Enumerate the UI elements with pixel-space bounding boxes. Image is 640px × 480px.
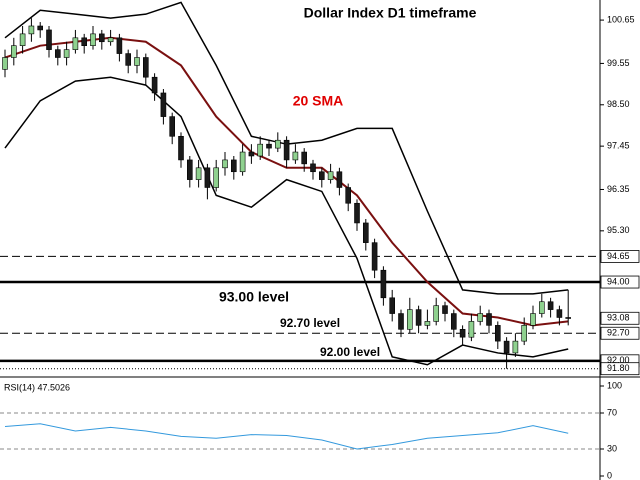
- level-value-label: 91.80: [607, 363, 630, 373]
- level-value-label: 93.08: [607, 313, 630, 323]
- candle-body: [63, 49, 70, 58]
- indicator-line: [4, 36, 569, 327]
- indicator-line: [4, 76, 569, 366]
- candle-body: [354, 202, 360, 224]
- candle-body: [160, 92, 167, 117]
- candle-body: [213, 167, 219, 188]
- candle-body: [424, 321, 431, 326]
- candle-body: [310, 163, 316, 173]
- candle-body: [222, 159, 228, 169]
- level-label-box: [600, 326, 640, 340]
- candle-body: [187, 159, 193, 180]
- rsi-title: RSI(14) 47.5026: [4, 382, 70, 392]
- y-tick-label: 95.30: [607, 225, 630, 235]
- candle-body: [19, 33, 26, 46]
- chart-title: Dollar Index D1 timeframe: [304, 5, 477, 21]
- candle-body: [433, 305, 440, 322]
- candle-body: [406, 309, 413, 330]
- candle-body: [521, 325, 528, 342]
- candle-body: [477, 313, 484, 322]
- candle-body: [46, 29, 52, 50]
- y-tick-label: 99.55: [607, 58, 630, 68]
- candle-body: [415, 309, 422, 326]
- level-value-label: 94.65: [607, 251, 630, 261]
- candle-body: [169, 116, 175, 137]
- candle-body: [37, 25, 44, 31]
- level-label-box: [600, 275, 640, 289]
- candle-body: [231, 159, 237, 173]
- candle-body: [450, 313, 457, 330]
- y-tick-label: 0: [607, 470, 612, 480]
- candle-body: [530, 313, 536, 326]
- candle-body: [151, 76, 158, 94]
- y-tick-label: 100.65: [607, 14, 635, 24]
- candle-body: [90, 33, 96, 46]
- level-label-box: [600, 362, 640, 376]
- candle-body: [81, 37, 87, 46]
- candle-body: [257, 143, 264, 157]
- candle-body: [195, 167, 202, 180]
- level-value-label: 92.00: [607, 355, 630, 365]
- candle-body: [266, 143, 272, 149]
- y-tick-label: 98.50: [607, 99, 630, 109]
- candle-body: [11, 45, 17, 58]
- candle-body: [125, 53, 131, 66]
- level-label-box: [600, 250, 640, 263]
- candle-body: [380, 269, 387, 299]
- candle-body: [442, 305, 448, 314]
- candle-body: [292, 151, 299, 161]
- y-tick-label: 96.35: [607, 184, 630, 194]
- level-label-box: [600, 311, 640, 325]
- candle-body: [72, 37, 79, 50]
- rsi-line: [4, 423, 569, 450]
- candle-body: [204, 167, 211, 188]
- y-tick-label: 30: [607, 443, 617, 453]
- candle-body: [345, 187, 352, 204]
- candle-body: [28, 25, 35, 35]
- level-label: 93.00 level: [219, 289, 289, 305]
- candle-body: [283, 139, 290, 161]
- candle-body: [134, 57, 140, 66]
- candle-body: [512, 340, 519, 354]
- level-label: 92.00 level: [320, 345, 380, 359]
- candle-body: [54, 49, 61, 58]
- candle-body: [274, 139, 281, 149]
- candle-body: [107, 37, 114, 43]
- y-tick-label: 97.45: [607, 141, 630, 151]
- candle-body: [301, 151, 308, 165]
- candle-body: [178, 135, 184, 161]
- candle-body: [116, 37, 123, 54]
- candle-body: [503, 340, 510, 354]
- sma-label: 20 SMA: [293, 93, 344, 109]
- level-value-label: 92.70: [607, 328, 630, 338]
- candle-body: [327, 171, 334, 180]
- candle-body: [389, 297, 396, 314]
- candle-body: [336, 171, 343, 188]
- y-tick-label: 70: [607, 407, 617, 417]
- candle-body: [2, 57, 8, 70]
- candle-body: [547, 301, 554, 310]
- candle-body: [371, 242, 378, 271]
- candle-body: [239, 151, 246, 173]
- candle-body: [494, 325, 501, 342]
- candle-body: [538, 301, 545, 314]
- candle-body: [99, 33, 105, 43]
- candle-body: [143, 57, 149, 78]
- candle-body: [248, 151, 255, 157]
- level-value-label: 94.00: [607, 276, 630, 286]
- candle-body: [398, 313, 404, 330]
- level-label: 92.70 level: [280, 316, 340, 330]
- candle-body: [459, 329, 466, 338]
- candle-body: [468, 321, 475, 338]
- candle-body: [362, 222, 369, 243]
- candle-body: [565, 317, 572, 319]
- candle-body: [556, 309, 563, 318]
- y-tick-label: 100: [607, 380, 622, 390]
- candle-body: [318, 171, 325, 180]
- candle-body: [486, 313, 492, 326]
